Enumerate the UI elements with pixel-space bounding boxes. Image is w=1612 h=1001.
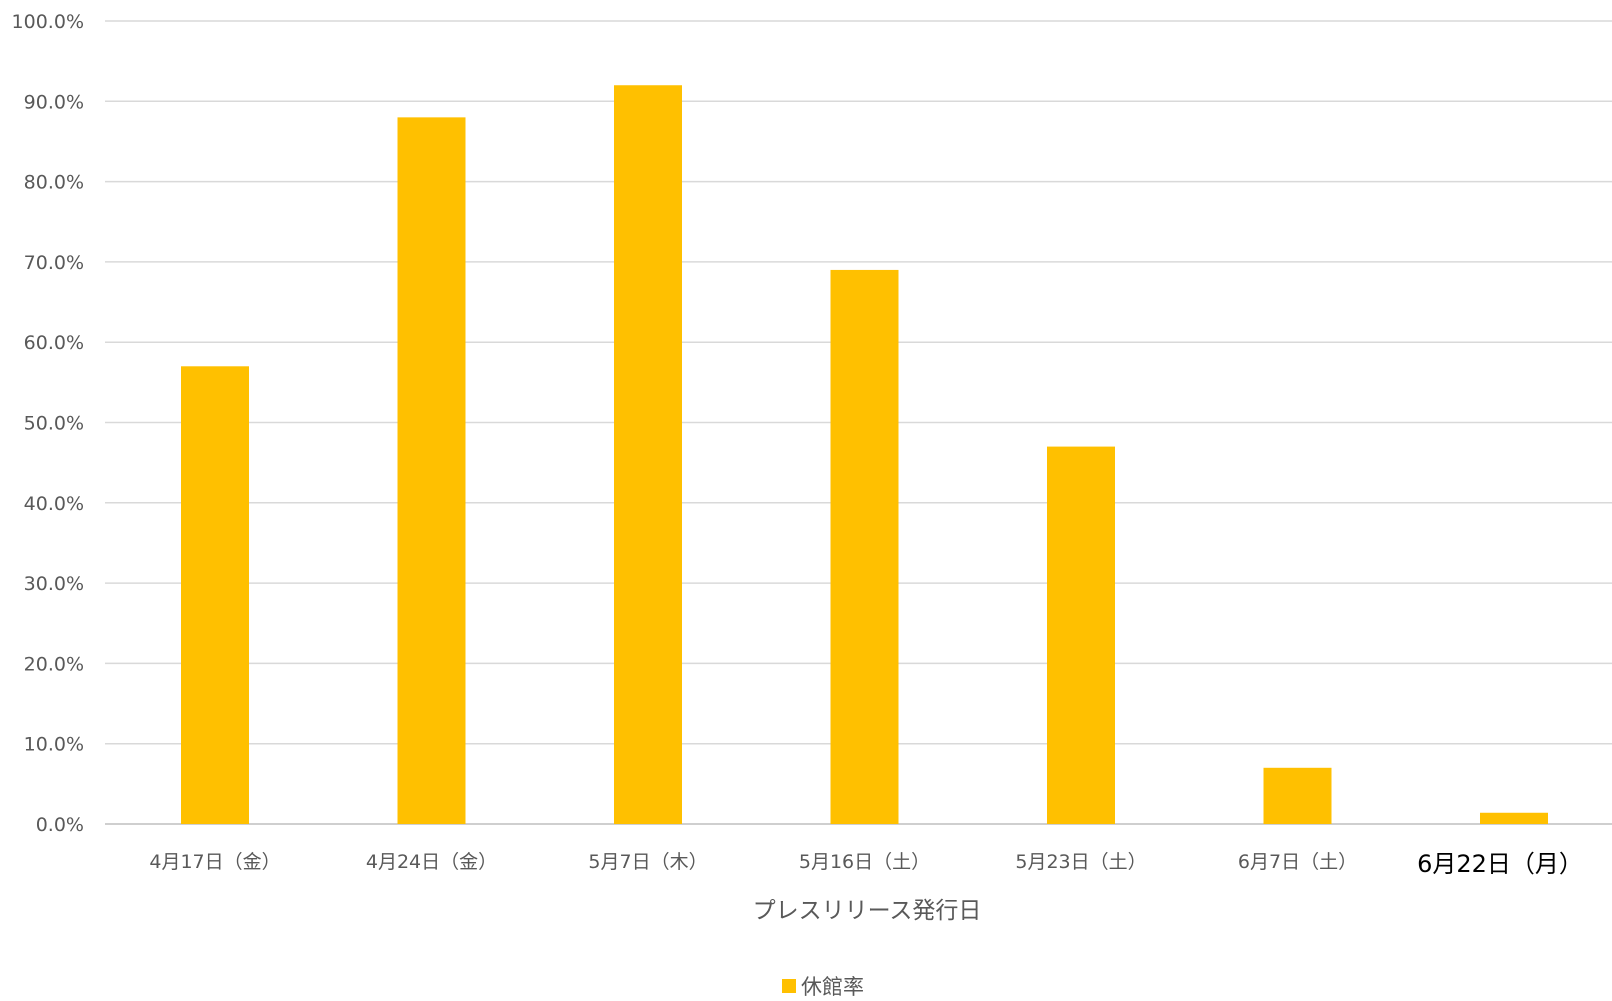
legend: 休館率 xyxy=(782,975,864,999)
legend-swatch xyxy=(782,979,796,993)
y-tick-label: 30.0% xyxy=(24,573,84,595)
x-tick-label: 4月17日（金） xyxy=(149,851,280,873)
y-tick-label: 100.0% xyxy=(12,11,84,33)
x-tick-label: 5月16日（土） xyxy=(799,851,930,873)
bar xyxy=(181,366,249,824)
y-tick-label: 20.0% xyxy=(24,653,84,675)
y-tick-label: 40.0% xyxy=(24,493,84,515)
bar xyxy=(1047,446,1115,824)
x-tick-label: 6月7日（土） xyxy=(1238,851,1357,873)
bar xyxy=(614,85,682,825)
y-tick-label: 0.0% xyxy=(36,814,84,836)
x-axis-title: プレスリリース発行日 xyxy=(753,898,982,924)
x-tick-label: 4月24日（金） xyxy=(366,851,497,873)
bar xyxy=(830,269,899,824)
y-tick-label: 90.0% xyxy=(24,91,84,113)
x-tick-label: 5月7日（木） xyxy=(588,851,707,873)
bar xyxy=(1263,767,1332,824)
bars xyxy=(181,85,1548,825)
x-tick-label: 6月22日（月） xyxy=(1417,850,1583,878)
x-axis-ticks: 4月17日（金） 4月24日（金） 5月7日（木） 5月16日（土） 5月23日（土） 6… xyxy=(149,850,1583,878)
y-tick-label: 60.0% xyxy=(24,332,84,354)
legend-label: 休館率 xyxy=(801,975,864,999)
y-tick-label: 10.0% xyxy=(24,734,84,756)
y-tick-label: 70.0% xyxy=(24,252,84,274)
y-tick-label: 50.0% xyxy=(24,413,84,435)
y-tick-label: 80.0% xyxy=(24,172,84,194)
bar xyxy=(397,117,466,825)
bar xyxy=(1480,812,1548,824)
x-tick-label: 5月23日（土） xyxy=(1015,851,1146,873)
y-axis-ticks: 0.0% 10.0% 20.0% 30.0% 40.0% 50.0% 60.0% 70.0% 8… xyxy=(12,11,84,836)
